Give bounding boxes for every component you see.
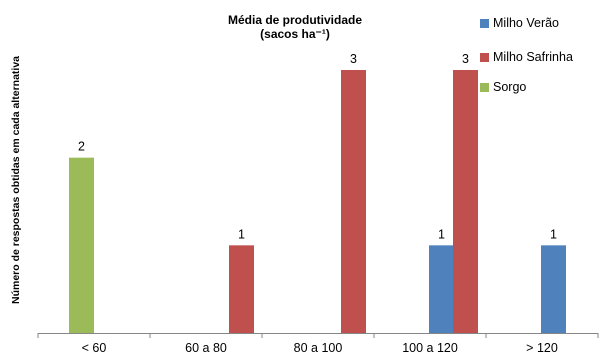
bar-milho-safrinha-60-a-80: [229, 245, 254, 333]
legend-swatch-sorgo: [480, 83, 489, 92]
y-axis-label: Número de respostas obtidas em cada alte…: [10, 55, 22, 305]
x-tick-labels: < 60 60 a 80 80 a 100 100 a 120 > 120: [82, 341, 558, 355]
bar-sorgo-60: [69, 157, 94, 333]
x-tick-label: 60 a 80: [185, 341, 227, 355]
bar-milho-safrinha-100-a-120: [453, 70, 478, 333]
x-tick-marks: [37, 333, 599, 338]
bar-milho-verao-120: [541, 245, 566, 333]
data-label: 2: [78, 140, 85, 154]
x-tick-label: 100 a 120: [402, 341, 458, 355]
data-label: 3: [462, 52, 469, 66]
data-label: 1: [550, 227, 557, 241]
x-tick-label: > 120: [526, 341, 558, 355]
data-label: 1: [238, 227, 245, 241]
data-label: 3: [350, 52, 357, 66]
bar-milho-verao-100-a-120: [429, 245, 454, 333]
bars-group: [69, 70, 566, 333]
chart-subtitle: (sacos ha⁻¹): [260, 27, 330, 41]
bar-milho-safrinha-80-a-100: [341, 70, 366, 333]
x-tick-label: < 60: [82, 341, 107, 355]
x-tick-label: 80 a 100: [294, 341, 343, 355]
data-label: 1: [438, 227, 445, 241]
legend-label-milho-verao: Milho Verão: [493, 16, 560, 30]
data-labels-group: 1 1 1 3 3 2: [78, 52, 557, 241]
legend-label-milho-safrinha: Milho Safrinha: [493, 50, 573, 64]
legend-swatch-milho-verao: [480, 19, 489, 28]
legend-swatch-milho-safrinha: [480, 53, 489, 62]
chart-title: Média de produtividade: [227, 13, 362, 27]
legend-label-sorgo: Sorgo: [493, 80, 527, 94]
